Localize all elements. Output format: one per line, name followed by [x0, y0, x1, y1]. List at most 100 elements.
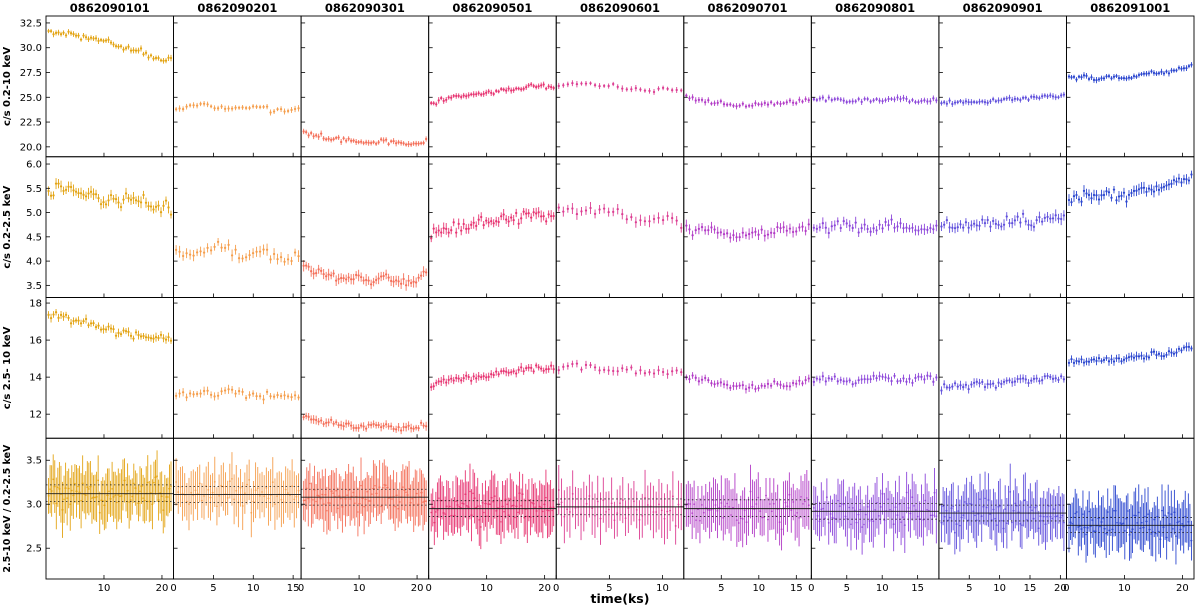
x-tick-label: 15	[790, 583, 803, 594]
x-tick-label: 5	[210, 583, 216, 594]
x-tick-label: 10	[752, 583, 765, 594]
y-tick-label: 2.5	[26, 544, 42, 555]
x-tick-label: 10	[98, 583, 111, 594]
data-points	[302, 260, 428, 291]
y-tick-label: 25.0	[20, 93, 42, 104]
data-points	[1067, 62, 1193, 84]
data-points	[557, 465, 683, 545]
x-tick-label: 10	[876, 583, 889, 594]
data-points	[940, 372, 1066, 395]
column-title-0862090201: 0862090201	[197, 1, 277, 15]
data-points	[940, 209, 1066, 234]
panel-border	[1065, 437, 1195, 580]
data-points	[47, 450, 172, 538]
y-tick-label: 20.0	[20, 142, 42, 153]
panel-0862090701-row4: 5 10 15	[683, 437, 812, 594]
data-points	[557, 359, 683, 379]
y-tick-label: 30.0	[20, 43, 42, 54]
x-tick-label: 5	[606, 583, 612, 594]
x-tick-label: 10	[1118, 583, 1131, 594]
row-ylabel: c/s 2.5- 10 keV	[2, 326, 13, 409]
data-points	[940, 91, 1066, 107]
x-tick-label: 0	[553, 583, 559, 594]
x-tick-label: 10	[247, 583, 260, 594]
x-tick-label: 20	[1176, 583, 1189, 594]
data-points	[302, 412, 428, 435]
data-points	[47, 28, 173, 64]
y-tick-label: 3.5	[26, 456, 42, 467]
data-points	[685, 372, 810, 394]
panel-0862090101-row4: 10 20 2.5 3.0 3.5	[26, 437, 175, 594]
data-points	[430, 361, 555, 391]
x-tick-label: 20	[1054, 583, 1067, 594]
panel-0862090101-row3: 12 14 16 18	[29, 297, 175, 439]
column-title-0862090601: 0862090601	[580, 1, 660, 15]
x-tick-label: 0	[808, 583, 814, 594]
data-points	[174, 384, 300, 405]
data-points	[1067, 170, 1193, 208]
column-title-0862090101: 0862090101	[70, 1, 150, 15]
x-tick-label: 10	[993, 583, 1006, 594]
data-points	[685, 218, 810, 243]
x-tick-label: 10	[480, 583, 493, 594]
x-tick-label: 15	[911, 583, 924, 594]
panel-0862090901-row4: 5 10 15 20	[938, 437, 1067, 594]
column-title-0862090901: 0862090901	[963, 1, 1043, 15]
data-points	[685, 464, 810, 551]
x-tick-label: 5	[966, 583, 972, 594]
column-title-0862091001: 0862091001	[1090, 1, 1170, 15]
column-title-0862090701: 0862090701	[708, 1, 788, 15]
x-tick-label: 0	[425, 583, 431, 594]
x-tick-label: 0	[1063, 583, 1069, 594]
x-tick-label: 20	[538, 583, 551, 594]
y-tick-label: 27.5	[20, 68, 42, 79]
x-tick-label: 5	[718, 583, 724, 594]
data-points	[430, 81, 555, 107]
x-tick-label: 20	[411, 583, 424, 594]
row-ylabel: 2.5-10 keV / 0.2-2.5 keV	[2, 444, 13, 573]
panel-0862091001-row2	[1065, 156, 1195, 298]
panel-0862090301-row4: 0 10 20	[298, 437, 430, 594]
data-points	[557, 80, 683, 95]
y-tick-label: 3.0	[26, 500, 42, 511]
panel-0862090501-row3	[428, 297, 557, 439]
data-points	[175, 452, 300, 538]
panel-0862090101-row1: 20.0 22.5 25.0 27.5 30.0 32.5	[20, 15, 175, 158]
y-tick-label: 14	[29, 373, 42, 384]
panel-0862090701-row3	[683, 297, 812, 439]
y-tick-label: 4.0	[26, 257, 42, 268]
x-tick-label: 10	[353, 583, 366, 594]
y-tick-label: 4.5	[26, 232, 42, 243]
x-tick-label: 10	[656, 583, 669, 594]
x-tick-label: 5	[844, 583, 850, 594]
data-points	[174, 238, 300, 266]
y-tick-label: 5.0	[26, 208, 42, 219]
y-tick-label: 12	[29, 410, 42, 421]
y-tick-label: 6.0	[26, 160, 42, 171]
panel-0862090301-row3	[300, 297, 430, 439]
y-tick-label: 32.5	[20, 18, 42, 29]
data-points	[812, 371, 938, 388]
y-tick-label: 16	[29, 336, 42, 347]
data-points	[1067, 342, 1193, 367]
column-title-0862090301: 0862090301	[325, 1, 405, 15]
data-points	[940, 463, 1065, 555]
panel-0862090601-row2	[555, 156, 685, 298]
x-tick-label: 0	[170, 583, 176, 594]
data-points	[47, 308, 173, 344]
y-tick-label: 3.5	[26, 281, 42, 292]
panel-0862090201-row4: 0 5 10 15	[170, 437, 302, 594]
data-points	[1068, 484, 1193, 565]
panel-0862090801-row2	[810, 156, 940, 298]
column-title-0862090501: 0862090501	[452, 1, 532, 15]
x-tick-label: 0	[298, 583, 304, 594]
x-tick-label: 20	[156, 583, 169, 594]
data-points	[812, 214, 938, 239]
column-title-0862090801: 0862090801	[835, 1, 915, 15]
data-points	[174, 101, 300, 116]
x-tick-label: 15	[287, 583, 300, 594]
x-axis-label: time(ks)	[591, 591, 650, 606]
y-tick-label: 5.5	[26, 184, 42, 195]
